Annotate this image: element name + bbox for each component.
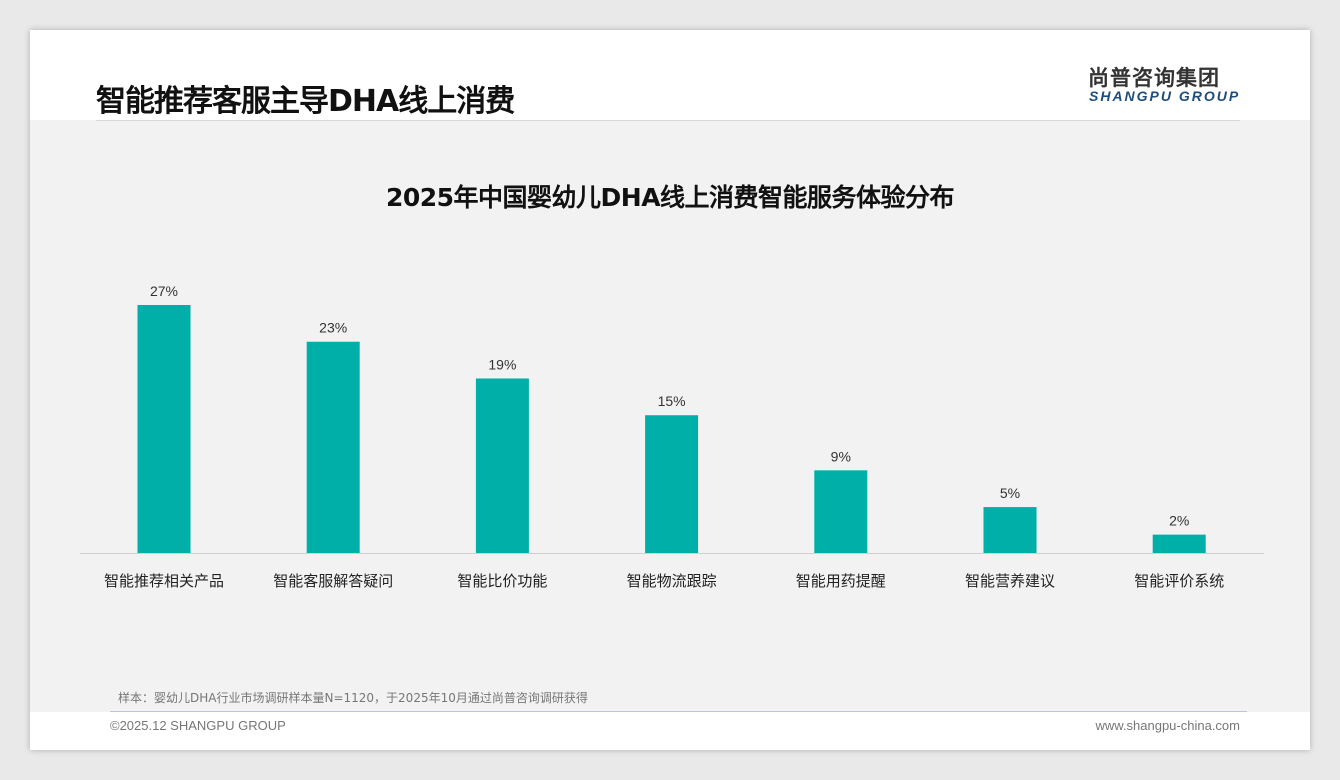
category-label: 智能用药提醒 [796, 572, 886, 590]
data-label: 5% [1000, 485, 1020, 501]
category-label: 智能比价功能 [457, 572, 547, 590]
category-label: 智能客服解答疑问 [273, 572, 393, 590]
bar [137, 305, 191, 553]
bar [983, 507, 1037, 553]
data-label: 19% [488, 356, 516, 372]
data-label: 2% [1169, 513, 1189, 529]
bar [1152, 534, 1206, 553]
sample-note: 样本：婴幼儿DHA行业市场调研样本量N=1120，于2025年10月通过尚普咨询… [118, 691, 588, 705]
chart-title: 2025年中国婴幼儿DHA线上消费智能服务体验分布 [385, 183, 955, 212]
category-label: 智能推荐相关产品 [104, 572, 224, 590]
bar [645, 415, 699, 553]
website-url: www.shangpu-china.com [1095, 718, 1240, 733]
footer-divider [110, 711, 1247, 712]
data-label: 9% [831, 448, 851, 464]
copyright: ©2025.12 SHANGPU GROUP [110, 718, 286, 733]
data-label: 23% [319, 320, 347, 336]
title-divider [96, 120, 1240, 121]
category-label: 智能营养建议 [965, 572, 1055, 590]
bar [306, 341, 360, 553]
page-title: 智能推荐客服主导DHA线上消费 [96, 84, 515, 119]
logo-en: SHANGPU GROUP [1089, 88, 1241, 104]
category-label: 智能评价系统 [1134, 572, 1224, 590]
bar [814, 470, 868, 553]
logo-cn: 尚普咨询集团 [1088, 66, 1220, 90]
data-label: 15% [658, 393, 686, 409]
category-label: 智能物流跟踪 [627, 572, 717, 590]
bar [475, 378, 529, 553]
data-label: 27% [150, 283, 178, 299]
